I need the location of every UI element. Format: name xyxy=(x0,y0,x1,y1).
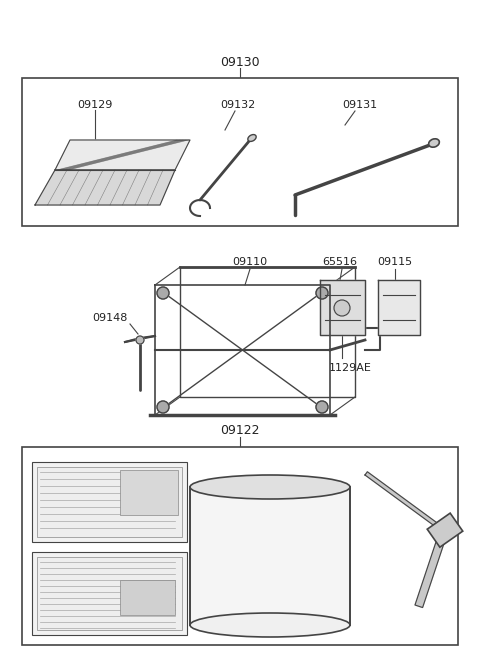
Bar xyxy=(120,470,178,515)
Circle shape xyxy=(136,336,144,344)
Text: 09122: 09122 xyxy=(220,424,260,436)
Bar xyxy=(427,513,463,547)
Circle shape xyxy=(334,300,350,316)
Bar xyxy=(22,78,458,226)
Polygon shape xyxy=(378,280,420,335)
Bar xyxy=(120,580,175,615)
Circle shape xyxy=(157,401,169,413)
Text: 09130: 09130 xyxy=(220,56,260,68)
Circle shape xyxy=(316,401,328,413)
Polygon shape xyxy=(55,140,190,170)
Polygon shape xyxy=(320,280,365,335)
Circle shape xyxy=(316,287,328,299)
Bar xyxy=(32,462,187,542)
Ellipse shape xyxy=(190,613,350,637)
Text: 65516: 65516 xyxy=(323,257,358,267)
Polygon shape xyxy=(35,170,175,205)
Text: 09131: 09131 xyxy=(342,100,378,110)
Text: 09129: 09129 xyxy=(77,100,113,110)
Ellipse shape xyxy=(248,134,256,142)
Bar xyxy=(37,557,182,630)
Bar xyxy=(32,552,187,635)
Bar xyxy=(22,447,458,645)
Polygon shape xyxy=(415,530,447,607)
Text: 1129AE: 1129AE xyxy=(329,363,372,373)
Ellipse shape xyxy=(429,139,439,147)
Polygon shape xyxy=(365,472,443,530)
Circle shape xyxy=(157,287,169,299)
Bar xyxy=(190,487,350,625)
Text: 09148: 09148 xyxy=(92,313,128,323)
Ellipse shape xyxy=(190,475,350,499)
Bar xyxy=(37,467,182,537)
Text: 09110: 09110 xyxy=(232,257,267,267)
Text: 09115: 09115 xyxy=(377,257,413,267)
Text: 09132: 09132 xyxy=(220,100,256,110)
